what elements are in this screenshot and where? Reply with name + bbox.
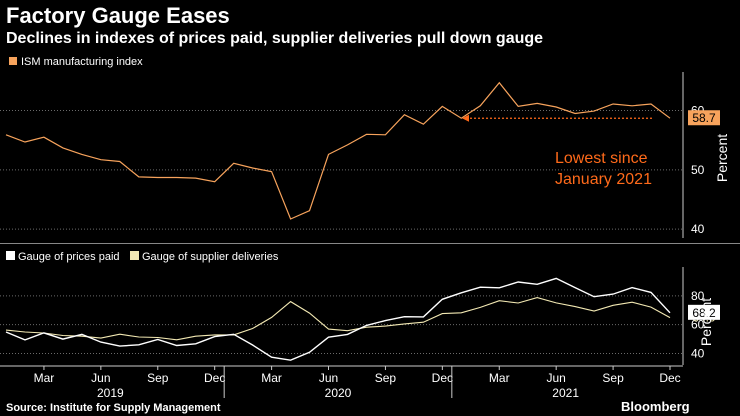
ism-last-value-badge: 58.7 <box>688 110 720 126</box>
ytick-gauges: 60 <box>691 318 705 332</box>
annotation-arrowhead <box>462 114 469 122</box>
legend-label-prices: Gauge of prices paid <box>18 251 120 263</box>
x-year-label: 2019 <box>97 386 124 400</box>
legend-swatch-ism <box>9 57 17 65</box>
x-tick-label: Jun <box>91 371 110 385</box>
x-tick-label: Dec <box>432 371 453 385</box>
prices-paid-line <box>5 277 671 361</box>
ylabel-gauges: Percent <box>698 298 714 346</box>
source-note: Source: Institute for Supply Management <box>6 402 221 414</box>
x-tick-label: Jun <box>546 371 565 385</box>
gauges-panel: Gauge of prices paid Gauge of supplier d… <box>0 251 720 365</box>
gauges-last-value-badge: 64.9 68.2 <box>688 304 720 325</box>
ytick-gauges: 80 <box>691 289 705 303</box>
x-tick-label: Mar <box>34 371 55 385</box>
x-tick-label: Jun <box>319 371 338 385</box>
chart-title: Factory Gauge Eases <box>6 3 230 28</box>
ism-line <box>5 81 671 220</box>
annotation-text-line2: January 2021 <box>555 171 652 188</box>
x-tick-label: Dec <box>659 371 680 385</box>
x-tick-label: Mar <box>261 371 282 385</box>
x-tick-label: Sep <box>602 371 624 385</box>
ytick-gauges: 40 <box>691 346 705 360</box>
supplier-deliveries-line <box>5 297 671 341</box>
brand-logo: Bloomberg <box>621 399 690 414</box>
ylabel-ism: Percent <box>714 134 730 182</box>
legend-label-supplier: Gauge of supplier deliveries <box>142 251 279 263</box>
annotation-text-line1: Lowest since <box>555 150 648 167</box>
legend-swatch-supplier <box>130 251 139 260</box>
x-year-label: 2021 <box>552 386 579 400</box>
ism-panel: ISM manufacturing index 405060 Lowest si… <box>0 56 730 238</box>
legend-label-ism: ISM manufacturing index <box>21 56 143 68</box>
ytick-ism: 50 <box>691 163 705 177</box>
ism-last-value: 58.7 <box>692 111 716 125</box>
chart-subtitle: Declines in indexes of prices paid, supp… <box>6 30 544 47</box>
x-year-label: 2020 <box>325 386 352 400</box>
legend-swatch-prices <box>6 251 15 260</box>
prices-last-value: 68.2 <box>692 306 716 320</box>
x-tick-label: Sep <box>375 371 397 385</box>
x-tick-label: Sep <box>147 371 169 385</box>
x-tick-label: Mar <box>489 371 510 385</box>
x-tick-label: Dec <box>204 371 225 385</box>
x-axis: Mar Jun Sep Dec Mar Jun Sep Dec Mar Jun Sep Dec 2019… <box>0 365 683 400</box>
ytick-ism: 40 <box>691 222 705 236</box>
